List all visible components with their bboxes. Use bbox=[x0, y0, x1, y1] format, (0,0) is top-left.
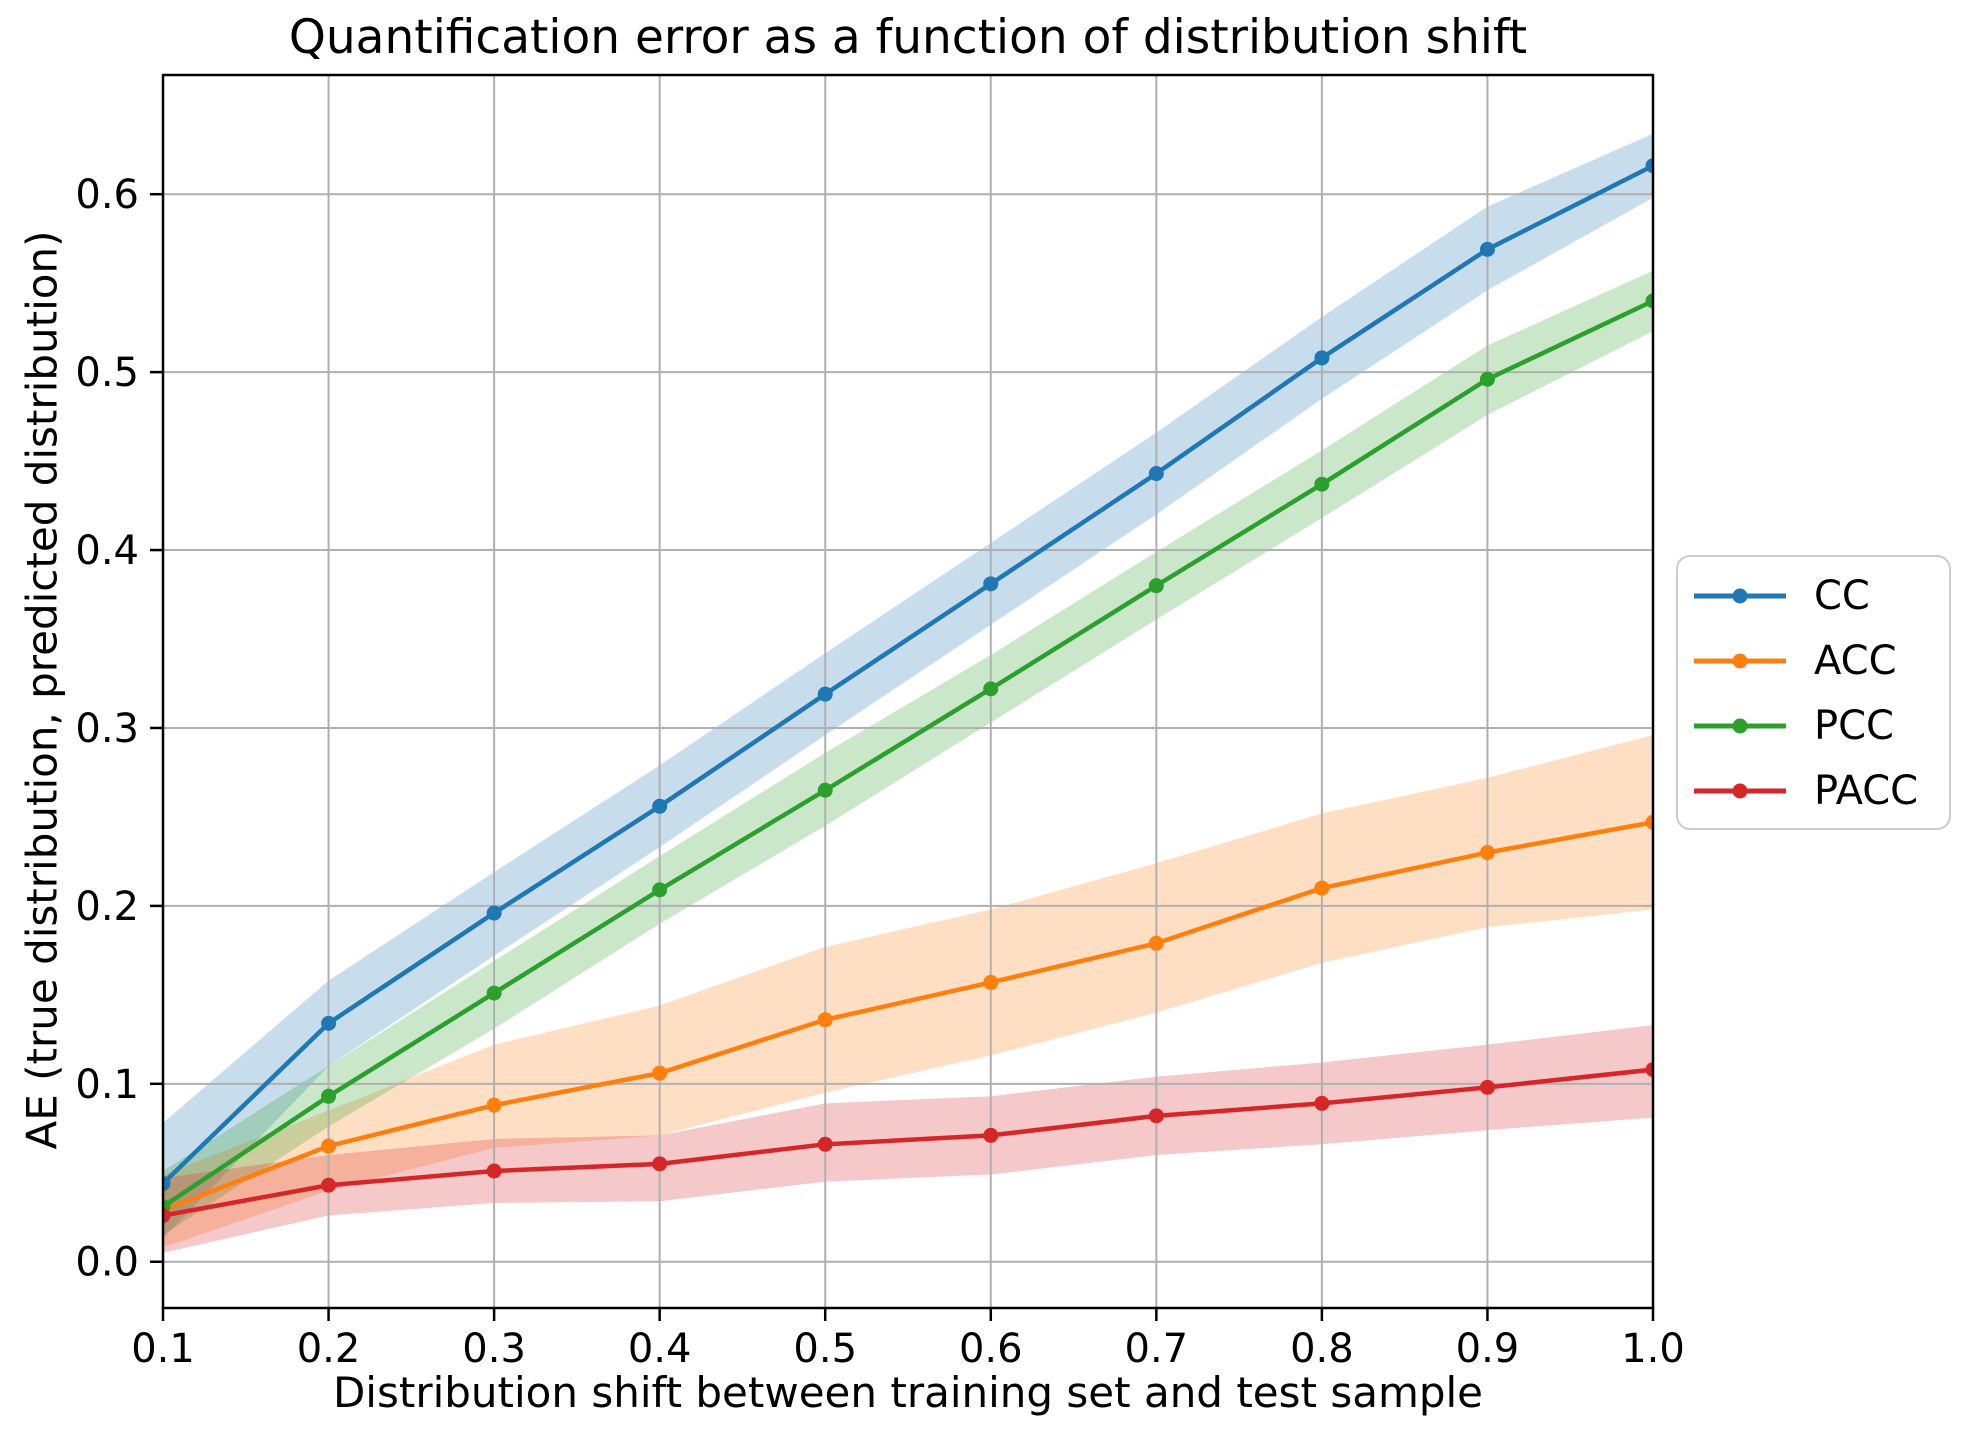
marker-pacc-0.4 bbox=[652, 1156, 668, 1172]
legend-line-sample-acc bbox=[1694, 653, 1786, 668]
marker-pacc-0.6 bbox=[983, 1127, 999, 1143]
marker-pacc-0.5 bbox=[817, 1136, 833, 1152]
marker-acc-0.3 bbox=[486, 1097, 502, 1113]
marker-acc-0.9 bbox=[1479, 845, 1495, 861]
y-tick-label-0.5: 0.5 bbox=[75, 350, 139, 396]
legend-item-pacc: PACC bbox=[1678, 758, 1949, 823]
y-tick-label-0.6: 0.6 bbox=[75, 172, 139, 218]
marker-pcc-0.3 bbox=[486, 985, 502, 1001]
legend-marker-pacc bbox=[1732, 783, 1748, 798]
legend-label-cc: CC bbox=[1814, 572, 1870, 619]
marker-pacc-1.0 bbox=[1645, 1062, 1653, 1078]
marker-cc-0.6 bbox=[983, 576, 999, 592]
x-tick-label-0.9: 0.9 bbox=[1456, 1326, 1520, 1372]
y-tick-label-0.2: 0.2 bbox=[75, 884, 139, 930]
confidence-bands-layer bbox=[163, 133, 1653, 1253]
marker-cc-0.1 bbox=[163, 1175, 171, 1191]
marker-cc-0.4 bbox=[652, 798, 668, 814]
marker-cc-0.3 bbox=[486, 905, 502, 921]
line-cc bbox=[163, 163, 1653, 1186]
marker-pacc-0.8 bbox=[1314, 1095, 1330, 1111]
x-tick-label-0.8: 0.8 bbox=[1290, 1326, 1354, 1372]
y-axis-label: AE (true distribution, predicted distrib… bbox=[17, 230, 67, 1150]
marker-pcc-0.5 bbox=[817, 782, 833, 798]
legend-line-sample-pcc bbox=[1694, 718, 1786, 733]
chart-title: Quantification error as a function of di… bbox=[288, 10, 1528, 65]
marker-acc-0.4 bbox=[652, 1065, 668, 1081]
axes-layer: 0.1 0.2 0.3 0.4 0.5 0.6 0.7 0.8 0.9 1.0 0.0 0.1 0.2 0… bbox=[75, 73, 1685, 1372]
x-tick-label-0.2: 0.2 bbox=[297, 1326, 361, 1372]
marker-cc-0.2 bbox=[321, 1015, 337, 1031]
marker-pcc-0.9 bbox=[1479, 371, 1495, 387]
y-tick-label-0.0: 0.0 bbox=[75, 1240, 139, 1286]
legend-item-acc: ACC bbox=[1678, 628, 1949, 693]
marker-pcc-0.7 bbox=[1148, 578, 1164, 594]
legend-marker-pcc bbox=[1732, 718, 1748, 733]
marker-acc-0.8 bbox=[1314, 880, 1330, 896]
legend-label-pacc: PACC bbox=[1814, 767, 1919, 814]
marker-cc-0.9 bbox=[1479, 241, 1495, 257]
legend-marker-cc bbox=[1732, 588, 1748, 603]
marker-pacc-0.9 bbox=[1479, 1079, 1495, 1095]
y-tick-label-0.4: 0.4 bbox=[75, 528, 139, 574]
marker-acc-0.7 bbox=[1148, 935, 1164, 951]
marker-pcc-0.2 bbox=[321, 1088, 337, 1104]
x-tick-label-0.5: 0.5 bbox=[793, 1326, 857, 1372]
marker-acc-0.6 bbox=[983, 974, 999, 990]
series-lines-layer bbox=[163, 158, 1653, 1223]
x-tick-label-0.4: 0.4 bbox=[628, 1326, 692, 1372]
x-tick-label-0.1: 0.1 bbox=[131, 1326, 195, 1372]
plot-border bbox=[161, 73, 1655, 1310]
marker-pacc-0.7 bbox=[1148, 1108, 1164, 1124]
legend-marker-acc bbox=[1732, 653, 1748, 668]
x-tick-label-1.0: 1.0 bbox=[1621, 1326, 1685, 1372]
marker-pcc-1.0 bbox=[1645, 293, 1653, 309]
marker-pacc-0.2 bbox=[321, 1177, 337, 1193]
legend-label-acc: ACC bbox=[1814, 637, 1897, 684]
x-tick-label-0.6: 0.6 bbox=[959, 1326, 1023, 1372]
line-acc bbox=[163, 820, 1653, 1213]
marker-pcc-0.6 bbox=[983, 681, 999, 697]
legend-label-pcc: PCC bbox=[1814, 702, 1894, 749]
legend-line-sample-cc bbox=[1694, 588, 1786, 603]
legend-line-sample-pacc bbox=[1694, 783, 1786, 798]
marker-acc-1.0 bbox=[1645, 814, 1653, 830]
marker-pcc-0.4 bbox=[652, 882, 668, 898]
marker-cc-0.7 bbox=[1148, 466, 1164, 482]
marker-acc-0.5 bbox=[817, 1012, 833, 1028]
band-cc bbox=[163, 133, 1653, 1239]
x-axis-label: Distribution shift between training set … bbox=[332, 1368, 1484, 1417]
y-tick-label-0.1: 0.1 bbox=[75, 1062, 139, 1108]
line-pcc bbox=[163, 298, 1653, 1209]
marker-pacc-0.1 bbox=[163, 1207, 171, 1223]
y-tick-label-0.3: 0.3 bbox=[75, 706, 139, 752]
legend-item-pcc: PCC bbox=[1678, 693, 1949, 758]
legend-item-cc: CC bbox=[1678, 563, 1949, 628]
x-tick-label-0.3: 0.3 bbox=[462, 1326, 526, 1372]
line-pacc bbox=[163, 1067, 1653, 1218]
marker-cc-0.8 bbox=[1314, 350, 1330, 366]
band-acc bbox=[163, 735, 1653, 1248]
marker-pcc-0.8 bbox=[1314, 476, 1330, 492]
marker-acc-0.2 bbox=[321, 1138, 337, 1154]
x-tick-label-0.7: 0.7 bbox=[1125, 1326, 1189, 1372]
marker-cc-1.0 bbox=[1645, 158, 1653, 174]
marker-cc-0.5 bbox=[817, 686, 833, 702]
marker-pacc-0.3 bbox=[486, 1163, 502, 1179]
legend-box: CC ACC PCC PACC bbox=[1676, 555, 1951, 830]
